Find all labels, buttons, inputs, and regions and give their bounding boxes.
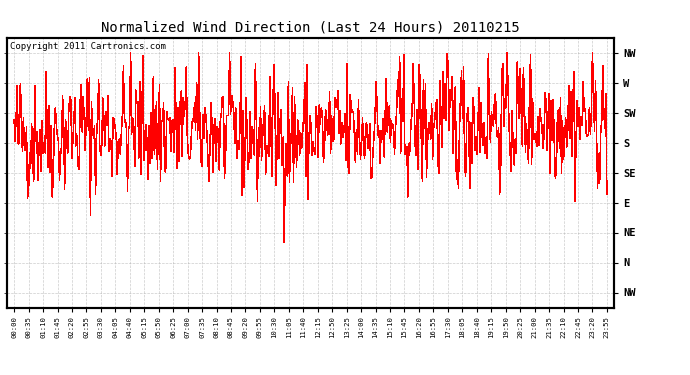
Text: Copyright 2011 Cartronics.com: Copyright 2011 Cartronics.com	[10, 42, 166, 51]
Title: Normalized Wind Direction (Last 24 Hours) 20110215: Normalized Wind Direction (Last 24 Hours…	[101, 21, 520, 35]
